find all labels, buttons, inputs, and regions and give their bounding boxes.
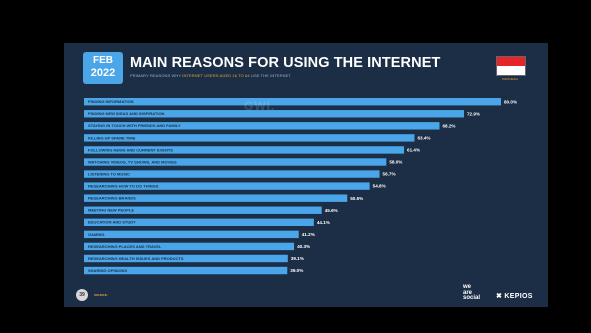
badge-month: FEB: [93, 55, 113, 66]
we-are-social-logo: we are social: [463, 284, 481, 302]
category-label: FINDING INFORMATION: [88, 99, 134, 104]
bar-chart: FINDING INFORMATION 80.0% FINDING NEW IDEA…: [84, 98, 517, 275]
bar: [84, 206, 322, 214]
value-label: 58.0%: [389, 160, 402, 165]
category-label: FOLLOWING NEWS AND CURRENT EVENTS: [88, 147, 173, 152]
category-label: RESEARCHING HOW TO DO THINGS: [88, 184, 159, 189]
category-label: LISTENING TO MUSIC: [88, 171, 130, 176]
subtitle-pre: PRIMARY REASONS WHY: [130, 73, 182, 78]
kepios-mark-icon: ✖: [496, 293, 503, 300]
source-note: SOURCE:: [94, 293, 454, 297]
page-title: MAIN REASONS FOR USING THE INTERNET: [130, 55, 441, 71]
category-label: MEETING NEW PEOPLE: [88, 208, 134, 213]
bar: [84, 170, 380, 178]
value-label: 39.0%: [290, 268, 303, 273]
value-label: 56.7%: [383, 172, 396, 177]
gwi-watermark: GWI.: [244, 99, 276, 113]
bar: [84, 110, 464, 118]
bar: [84, 182, 370, 190]
category-label: EDUCATION AND STUDY: [88, 220, 136, 225]
value-label: 41.2%: [302, 232, 315, 237]
flag-white-band: [497, 66, 525, 75]
page-number: 39: [76, 289, 88, 301]
category-label: WATCHING VIDEOS, TV SHOWS, AND MOVIES: [88, 159, 177, 164]
value-label: 72.9%: [467, 111, 480, 116]
subtitle-highlight: INTERNET USERS AGED 16 TO 64: [182, 73, 250, 78]
indonesia-flag-icon: [496, 56, 526, 76]
value-label: 45.6%: [325, 208, 338, 213]
value-label: 61.4%: [407, 148, 420, 153]
bar: [84, 122, 440, 130]
category-label: FILLING UP SPARE TIME: [88, 135, 136, 140]
category-label: FINDING NEW IDEAS AND INSPIRATION: [88, 111, 165, 116]
bar: [84, 158, 387, 166]
subtitle-post: USE THE INTERNET: [250, 73, 291, 78]
bar: [84, 194, 348, 202]
value-label: 63.4%: [417, 135, 430, 140]
slide: FEB 2022 MAIN REASONS FOR USING THE INTE…: [64, 43, 548, 307]
badge-year: 2022: [90, 67, 116, 79]
category-label: GAMING: [88, 232, 104, 237]
category-label: STAYING IN TOUCH WITH FRIENDS AND FAMILY: [88, 123, 181, 128]
page-subtitle: PRIMARY REASONS WHY INTERNET USERS AGED …: [130, 73, 291, 78]
bar: [84, 242, 295, 251]
value-label: 44.1%: [317, 220, 330, 225]
flag-red-band: [497, 57, 525, 66]
bar: [84, 218, 314, 226]
logo-line-social: social: [463, 295, 481, 301]
category-label: RESEARCHING HEALTH ISSUES AND PRODUCTS: [88, 256, 184, 261]
value-label: 39.1%: [291, 256, 304, 261]
source-label: SOURCE:: [94, 293, 108, 297]
country-label: INDONESIA: [501, 77, 519, 81]
bar: [84, 146, 405, 154]
date-badge: FEB 2022: [83, 52, 123, 84]
logo-line-are: are: [463, 289, 473, 296]
category-label: RESEARCHING BRANDS: [88, 196, 136, 201]
category-label: RESEARCHING PLACES AND TRAVEL: [88, 244, 162, 249]
category-label: SHARING OPINIONS: [88, 268, 127, 273]
value-label: 54.8%: [373, 184, 386, 189]
bar: [84, 98, 501, 106]
kepios-wordmark: KEPIOS: [504, 293, 533, 300]
logo-line-we: we: [463, 284, 472, 290]
bar: [84, 266, 288, 275]
bar: [84, 254, 288, 263]
value-label: 80.0%: [504, 99, 517, 104]
value-label: 68.2%: [442, 123, 455, 128]
value-label: 50.5%: [350, 196, 363, 201]
kepios-logo: ✖ KEPIOS: [496, 292, 533, 300]
bar: [84, 134, 415, 142]
bar: [84, 230, 299, 239]
value-label: 40.3%: [297, 244, 310, 249]
